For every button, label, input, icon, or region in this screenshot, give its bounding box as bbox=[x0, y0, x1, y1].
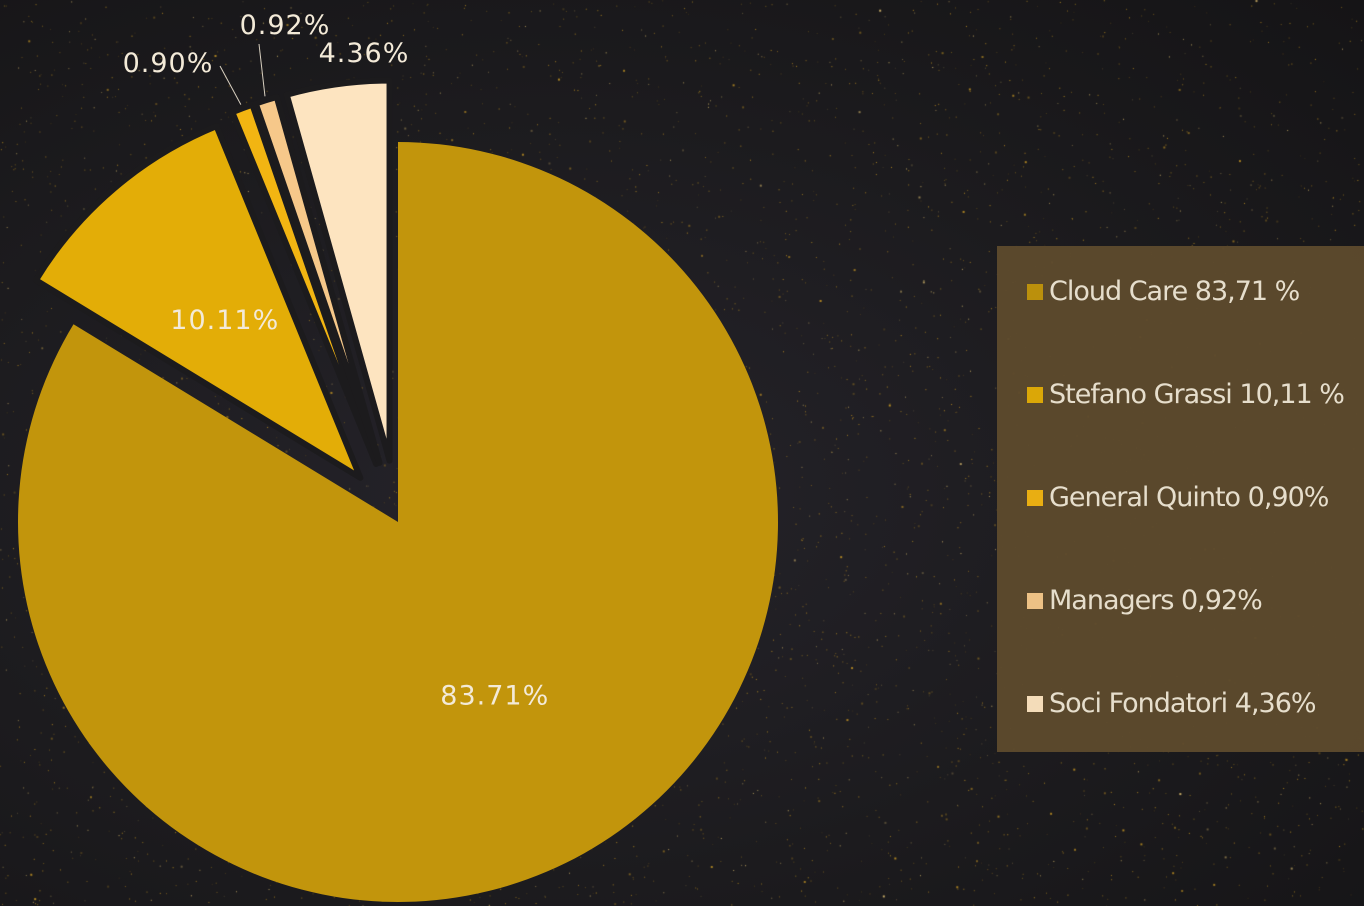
slice-stefano-grassi bbox=[32, 123, 364, 481]
legend-swatch bbox=[1027, 695, 1043, 712]
slice-general-quinto-leader-line bbox=[219, 65, 242, 105]
legend-swatch bbox=[1027, 283, 1043, 300]
slice-managers-label: 0.92% bbox=[240, 10, 331, 41]
legend-swatch bbox=[1027, 489, 1043, 506]
legend-swatch bbox=[1027, 592, 1043, 609]
legend-item-general-quinto: General Quinto 0,90% bbox=[1027, 482, 1329, 513]
slice-general-quinto bbox=[229, 101, 380, 467]
slice-soci-fondatori-label: 4.36% bbox=[319, 38, 410, 69]
pie-slices bbox=[18, 77, 779, 902]
legend: Cloud Care 83,71 % Stefano Grassi 10,11 … bbox=[997, 246, 1364, 752]
legend-item-stefano-grassi: Stefano Grassi 10,11 % bbox=[1027, 379, 1345, 410]
slice-cloud-care bbox=[18, 142, 779, 902]
legend-label: Stefano Grassi 10,11 % bbox=[1049, 379, 1345, 410]
leader-lines bbox=[219, 43, 266, 105]
legend-label: Soci Fondatori 4,36% bbox=[1049, 688, 1317, 719]
slice-general-quinto-label: 0.90% bbox=[123, 48, 214, 79]
slice-managers-leader-line bbox=[258, 43, 266, 97]
slice-stefano-grassi-label: 10.11% bbox=[170, 305, 279, 336]
legend-label: Cloud Care 83,71 % bbox=[1049, 276, 1300, 307]
legend-label: General Quinto 0,90% bbox=[1049, 482, 1329, 513]
legend-item-managers: Managers 0,92% bbox=[1027, 585, 1263, 616]
legend-label: Managers 0,92% bbox=[1049, 585, 1263, 616]
legend-item-cloud-care: Cloud Care 83,71 % bbox=[1027, 276, 1300, 307]
slice-labels: 83.71% 10.11% 0.90% 0.92%4.36% bbox=[123, 10, 549, 711]
slice-cloud-care-label: 83.71% bbox=[440, 680, 549, 711]
legend-item-soci-fondatori: Soci Fondatori 4,36% bbox=[1027, 688, 1317, 719]
slice-soci-fondatori bbox=[283, 77, 393, 464]
legend-swatch bbox=[1027, 386, 1043, 403]
slice-managers bbox=[252, 93, 383, 466]
